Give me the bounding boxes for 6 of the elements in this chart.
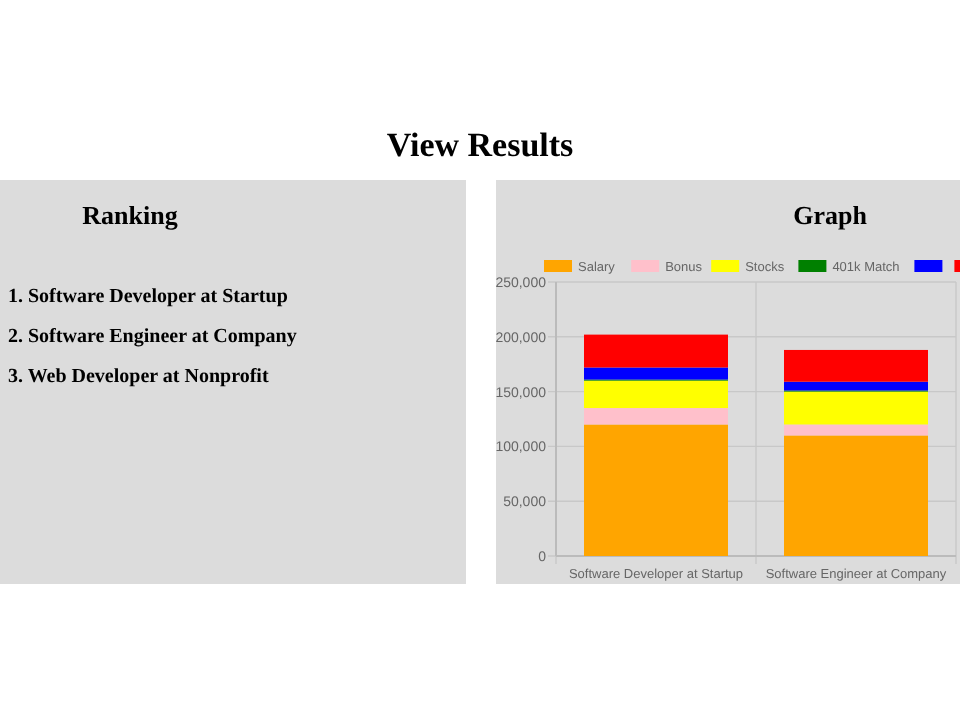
text: 2. Software Engineer at Company xyxy=(8,326,297,348)
text: View Results xyxy=(386,126,575,164)
chart-title: Graph xyxy=(793,200,869,230)
text: 3. Web Developer at Nonprofit xyxy=(8,366,270,388)
text: Ranking xyxy=(82,200,179,230)
text: 1. Software Developer at Startup xyxy=(8,286,289,308)
